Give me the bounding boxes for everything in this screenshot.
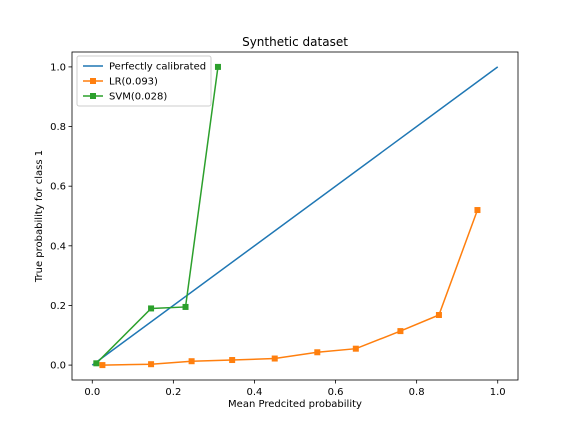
axes-frame — [71, 51, 519, 381]
x-tick-label: 0.6 — [328, 387, 344, 398]
x-tick-label: 0.0 — [84, 387, 100, 398]
series-line-0 — [91, 66, 499, 366]
legend-entry: LR(0.093) — [109, 77, 158, 88]
data-point — [397, 328, 404, 335]
data-point — [352, 345, 359, 352]
series-line-1 — [102, 209, 479, 366]
data-point — [271, 355, 278, 362]
series-line-2 — [95, 66, 219, 364]
data-point — [435, 311, 442, 318]
x-tick-label: 0.2 — [165, 387, 181, 398]
x-tick-label: 1.0 — [490, 387, 506, 398]
y-tick-label: 0.0 — [50, 361, 66, 372]
x-axis-label: Mean Predcited probability — [228, 399, 362, 410]
plot-area: 0.0 0.2 0.4 0.6 0.8 1.0 0.0 0.2 0.4 0.6 0.8 1.0 Perf… — [50, 51, 519, 398]
y-tick-label: 1.0 — [50, 62, 66, 73]
legend-entry: SVM(0.028) — [109, 92, 167, 103]
data-point — [93, 360, 100, 367]
data-point — [99, 362, 106, 369]
data-point — [182, 303, 189, 310]
y-axis-label: True probability for class 1 — [34, 150, 45, 283]
y-tick-label: 0.6 — [50, 182, 66, 193]
y-tick-label: 0.2 — [50, 301, 66, 312]
data-point — [214, 63, 221, 70]
x-tick-label: 0.4 — [247, 387, 263, 398]
legend-entry: Perfectly calibrated — [109, 62, 206, 73]
data-point — [229, 357, 236, 364]
legend-box — [76, 55, 212, 107]
legend-swatch-marker — [90, 78, 96, 84]
y-tick-label: 0.8 — [50, 122, 66, 133]
y-tick-label: 0.4 — [50, 241, 66, 252]
data-point — [188, 358, 195, 365]
data-point — [314, 349, 321, 356]
data-point — [148, 305, 155, 312]
chart-title: Synthetic dataset — [242, 35, 348, 49]
x-tick-label: 0.8 — [409, 387, 425, 398]
data-point — [474, 207, 481, 214]
legend-swatch-marker — [90, 93, 96, 99]
data-point — [148, 361, 155, 368]
